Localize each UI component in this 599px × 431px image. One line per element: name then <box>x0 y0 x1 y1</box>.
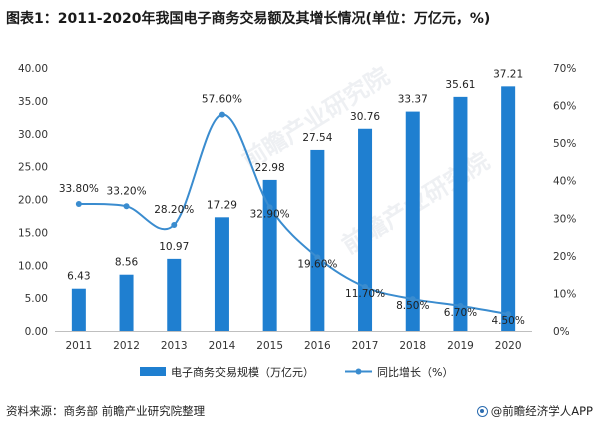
line-value-label: 4.50% <box>491 315 524 327</box>
line-value-label: 8.50% <box>396 300 429 312</box>
bar <box>501 86 516 331</box>
bar <box>71 288 86 331</box>
source-note: 资料来源：商务部 前瞻产业研究院整理 <box>6 404 206 418</box>
bar-value-label: 22.98 <box>255 162 285 174</box>
legend-line-marker <box>355 368 362 375</box>
line-marker <box>266 204 273 211</box>
right-tick-label: 30% <box>553 213 576 225</box>
left-y-axis: 0.00 5.00 10.00 15.00 20.00 25.00 30.00 35.00 40… <box>18 63 48 338</box>
bar-series: 6.43 8.56 10.97 17.29 22.98 27.54 30.76 33.37 35… <box>67 68 523 331</box>
line-marker <box>123 203 130 210</box>
brand-text: @前瞻经济学人APP <box>490 404 593 418</box>
line-value-label: 33.80% <box>59 183 99 195</box>
bar <box>167 258 182 331</box>
x-tick-label: 2017 <box>352 340 379 352</box>
left-tick-label: 15.00 <box>18 227 48 239</box>
x-tick-label: 2013 <box>161 340 188 352</box>
bar-value-label: 37.21 <box>493 68 523 80</box>
combo-chart: 前瞻产业研究院前瞻产业研究院 0.005.0010.0015.0020.0025… <box>18 62 576 379</box>
bar <box>358 128 373 331</box>
bar-value-label: 10.97 <box>159 241 189 253</box>
left-tick-label: 40.00 <box>18 63 48 75</box>
x-tick-label: 2012 <box>113 340 140 352</box>
right-tick-label: 60% <box>553 101 576 113</box>
line-value-label: 28.20% <box>154 204 194 216</box>
line-marker <box>171 222 178 229</box>
line-value-label: 11.70% <box>345 288 385 300</box>
chart-title: 图表1：2011-2020年我国电子商务交易额及其增长情况(单位：万亿元，%) <box>6 11 491 27</box>
line-value-label: 19.60% <box>297 258 337 270</box>
line-value-label: 33.20% <box>107 185 147 197</box>
legend-bar-swatch <box>140 367 166 376</box>
left-tick-label: 5.00 <box>25 293 48 305</box>
right-tick-label: 70% <box>553 63 576 75</box>
x-axis: 2011 2012 2013 2014 2015 2016 2017 2018 2019 2020 <box>55 331 532 352</box>
line-value-label: 32.90% <box>250 208 290 220</box>
line-marker <box>314 254 321 261</box>
x-tick-label: 2019 <box>447 340 474 352</box>
brand-logo-icon <box>476 405 488 417</box>
bar-value-label: 17.29 <box>207 199 237 211</box>
bar <box>310 149 325 331</box>
x-tick-label: 2016 <box>304 340 331 352</box>
line-series: 33.80% 33.20% 28.20% 57.60% 32.90% 19.60% 11.7… <box>59 94 525 328</box>
line-marker <box>218 111 225 118</box>
bar <box>262 179 277 331</box>
bar <box>214 217 229 331</box>
bar <box>453 96 468 331</box>
x-tick-label: 2014 <box>209 340 236 352</box>
bar-value-label: 27.54 <box>302 132 332 144</box>
bar-value-label: 30.76 <box>350 111 380 123</box>
line-value-label: 57.60% <box>202 94 242 106</box>
bar-value-label: 35.61 <box>445 79 475 91</box>
left-tick-label: 30.00 <box>18 129 48 141</box>
line-marker <box>409 296 416 303</box>
right-tick-label: 0% <box>553 326 570 338</box>
x-tick-label: 2015 <box>256 340 283 352</box>
left-tick-label: 35.00 <box>18 96 48 108</box>
brand-credit: @前瞻经济学人APP <box>476 403 593 419</box>
x-tick-label: 2011 <box>65 340 92 352</box>
left-tick-label: 0.00 <box>25 326 48 338</box>
right-tick-label: 50% <box>553 138 576 150</box>
line-marker <box>505 311 512 318</box>
legend-line-label: 同比增长（%） <box>377 365 453 379</box>
line-marker <box>362 284 369 291</box>
line-marker <box>457 302 464 309</box>
line-marker <box>75 201 82 208</box>
left-tick-label: 25.00 <box>18 162 48 174</box>
right-y-axis: 0% 10% 20% 30% 40% 50% 60% 70% <box>553 63 576 338</box>
legend-bar-label: 电子商务交易规模（万亿元） <box>171 365 314 379</box>
bar <box>405 111 420 331</box>
right-tick-label: 20% <box>553 251 576 263</box>
left-tick-label: 10.00 <box>18 260 48 272</box>
bar-value-label: 33.37 <box>398 94 428 106</box>
legend: 电子商务交易规模（万亿元） 同比增长（%） <box>140 365 453 379</box>
right-tick-label: 10% <box>553 288 576 300</box>
right-tick-label: 40% <box>553 176 576 188</box>
line-value-label: 6.70% <box>444 307 477 319</box>
x-tick-label: 2018 <box>399 340 426 352</box>
growth-line <box>78 113 509 316</box>
x-tick-label: 2020 <box>495 340 522 352</box>
bar-value-label: 6.43 <box>67 271 90 283</box>
left-tick-label: 20.00 <box>18 195 48 207</box>
bar-value-label: 8.56 <box>115 257 139 269</box>
bar <box>119 274 134 331</box>
